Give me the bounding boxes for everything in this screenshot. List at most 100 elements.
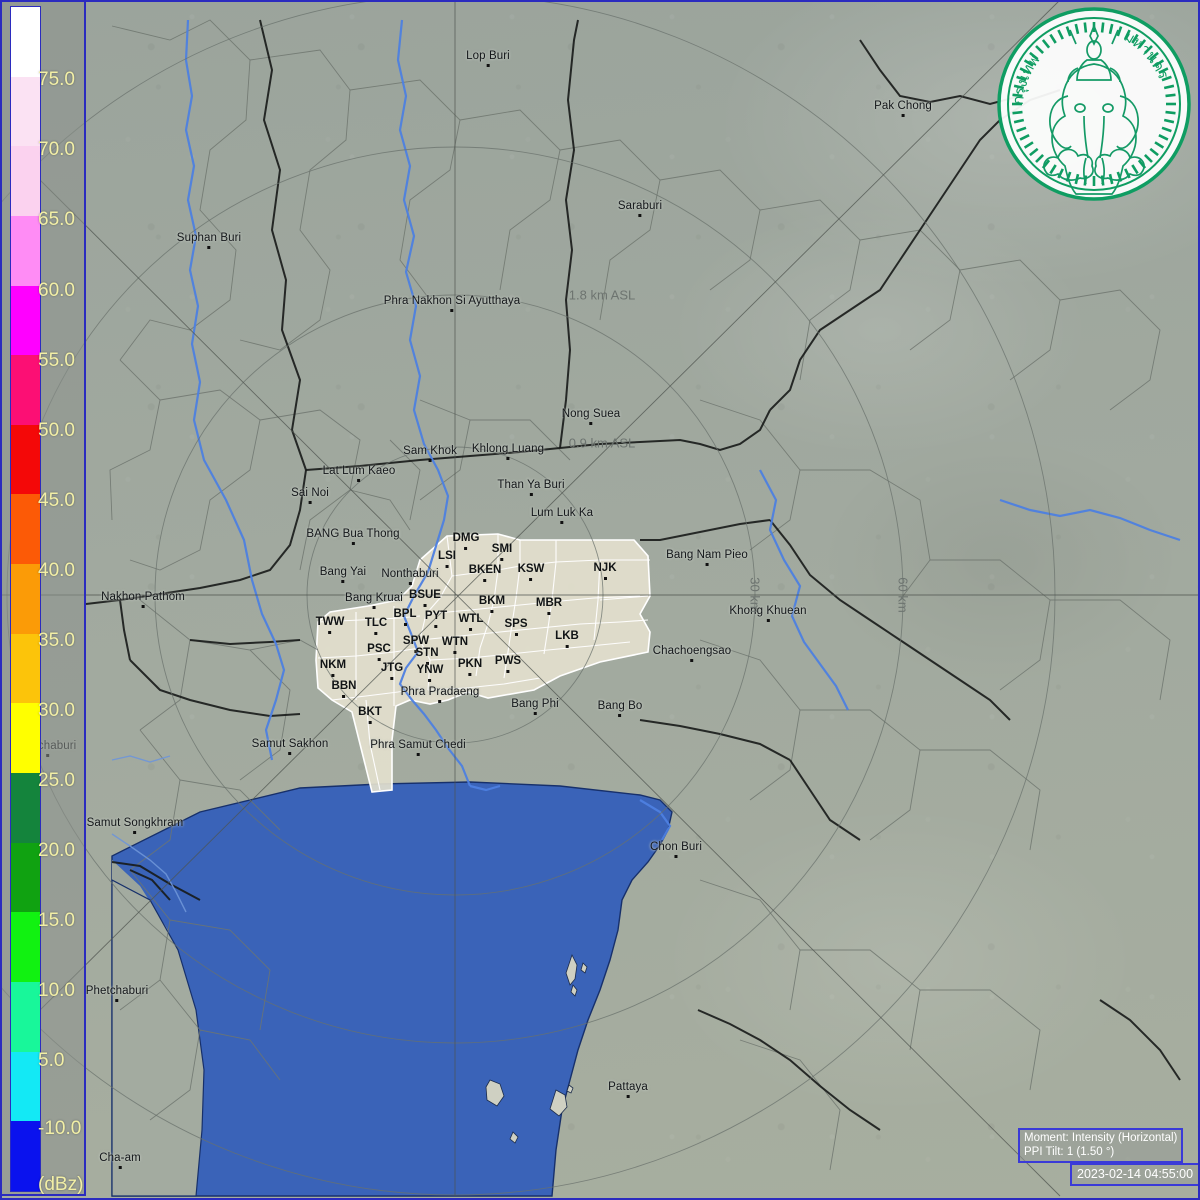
colorbar-band-0: [11, 7, 40, 77]
city-label-chachoengsao: Chachoengsao: [653, 645, 732, 662]
bangkok-metro-area: [315, 533, 651, 793]
district-marker-dot: [529, 578, 533, 581]
city-label-nakhon-pathom: Nakhon Pathom: [101, 591, 185, 608]
city-label-phetchaburi: Phetchaburi: [86, 985, 148, 1002]
city-label-sam-khok: Sam Khok: [403, 445, 457, 462]
district-label-bpl: BPL: [394, 608, 417, 626]
colorbar-band-14: [11, 981, 40, 1052]
city-label-samut-songkhram: Samut Songkhram: [87, 817, 184, 834]
district-marker-dot: [500, 558, 504, 561]
district-label-ynw: YNW: [417, 664, 443, 682]
district-marker-dot: [434, 625, 438, 628]
district-marker-dot: [390, 677, 394, 680]
colorbar-band-13: [11, 912, 40, 982]
city-label-cha-am: Cha-am: [99, 1152, 141, 1169]
province-boundaries-thick: [85, 19, 1181, 1131]
district-label-tww: TWW: [316, 616, 344, 634]
city-label-bang-bo: Bang Bo: [598, 700, 643, 717]
district-marker-dot: [483, 579, 487, 582]
colorbar-tick-20neg0: 20.0: [38, 840, 75, 861]
city-marker-dot: [638, 214, 642, 217]
city-label-saraburi: Saraburi: [618, 200, 662, 217]
city-label-pak-chong: Pak Chong: [874, 100, 932, 117]
colorbar-tick-50neg0: 50.0: [38, 420, 75, 441]
colorbar-band-10: [11, 703, 40, 774]
city-marker-dot: [560, 521, 564, 524]
district-label-jtg: JTG: [381, 662, 403, 680]
range-ring-label-30-km: 30 km: [747, 577, 763, 613]
district-label-bsue: BSUE: [409, 589, 441, 607]
bangkok-metropolitan-administration-logo: กรุงเทพ มหานคร: [994, 4, 1194, 204]
islands: [485, 953, 588, 1144]
colorbar-band-3: [11, 215, 40, 286]
district-marker-dot: [403, 623, 407, 626]
city-label-phra-nakhon-si-ayutthaya: Phra Nakhon Si Ayutthaya: [384, 295, 520, 312]
district-marker-dot: [368, 721, 372, 724]
colorbar-gradient[interactable]: [10, 6, 41, 1192]
range-ring-label-0-9-km-asl: 0.9 km ASL: [568, 435, 636, 451]
logo-erawan-elephant: [1049, 63, 1139, 195]
colorbar-band-15: [11, 1051, 40, 1122]
colorbar-band-11: [11, 773, 40, 843]
district-marker-dot: [428, 679, 432, 682]
city-marker-dot: [428, 459, 432, 462]
district-label-sps: SPS: [504, 618, 528, 636]
colorbar-tick-45neg0: 45.0: [38, 490, 75, 511]
city-marker-dot: [529, 493, 533, 496]
moment-info-box: Moment: Intensity (Horizontal) PPI Tilt:…: [1018, 1128, 1184, 1163]
city-marker-dot: [416, 753, 420, 756]
district-marker-dot: [514, 633, 518, 636]
district-boundaries: [317, 534, 650, 791]
moment-label: Moment: Intensity (Horizontal): [1024, 1132, 1178, 1144]
city-label-bang-phi: Bang Phi: [511, 698, 559, 715]
city-label-phra-pradaeng: Phra Pradaeng: [401, 686, 480, 703]
district-marker-dot: [469, 628, 473, 631]
colorbar-tick-10neg0: 10.0: [38, 980, 75, 1001]
city-marker-dot: [705, 563, 709, 566]
district-marker-dot: [547, 612, 551, 615]
district-label-pkn: PKN: [458, 658, 482, 676]
colorbar-tick-40neg0: 40.0: [38, 560, 75, 581]
colorbar-tick-75neg0: 75.0: [38, 69, 75, 90]
city-marker-dot: [341, 580, 345, 583]
tilt-label: PPI Tilt: 1 (1.50 °): [1024, 1146, 1115, 1158]
district-label-bkt: BKT: [358, 706, 382, 724]
district-marker-dot: [468, 673, 472, 676]
district-marker-dot: [328, 631, 332, 634]
colorbar-tick-65neg0: 65.0: [38, 209, 75, 230]
city-marker-dot: [690, 659, 694, 662]
district-label-tlc: TLC: [365, 617, 387, 635]
city-marker-dot: [408, 582, 412, 585]
city-label-khlong-luang: Khlong Luang: [472, 443, 544, 460]
colorbar-band-8: [11, 564, 40, 634]
district-label-ksw: KSW: [518, 563, 544, 581]
city-marker-dot: [207, 246, 211, 249]
city-marker-dot: [533, 712, 537, 715]
district-label-smi: SMI: [492, 543, 512, 561]
city-label-bang-kruai: Bang Kruai: [345, 592, 403, 609]
city-label-sai-noi: Sai Noi: [291, 487, 329, 504]
city-marker-dot: [351, 542, 355, 545]
colorbar-tick-25neg0: 25.0: [38, 770, 75, 791]
colorbar-tick-5neg0: 5.0: [38, 1050, 65, 1071]
city-marker-dot: [901, 114, 905, 117]
range-ring-label-60-km: 60 km: [895, 577, 911, 613]
district-label-pws: PWS: [495, 655, 521, 673]
colorbar-tick-70neg0: 70.0: [38, 139, 75, 160]
colorbar-band-12: [11, 842, 40, 913]
district-label-wtn: WTN: [442, 636, 468, 654]
district-marker-dot: [490, 610, 494, 613]
city-label-nonthaburi: Nonthaburi: [381, 568, 439, 585]
colorbar-tick-55neg0: 55.0: [38, 350, 75, 371]
city-label-than-ya-buri: Than Ya Buri: [497, 479, 565, 496]
district-marker-dot: [414, 650, 418, 653]
logo-ray-ticks: [1012, 22, 1176, 186]
city-label-lop-buri: Lop Buri: [466, 50, 510, 67]
city-label-bang-bua-thong: BANG Bua Thong: [306, 528, 400, 545]
logo-cloud-motif: [1043, 148, 1145, 181]
colorbar-panel[interactable]: 75.0 70.0 65.0 60.0 55.0 50.0 45.0 40.0 35.0 30.0…: [0, 0, 86, 1196]
city-label-bang-nam-pieo: Bang Nam Pieo: [666, 549, 748, 566]
